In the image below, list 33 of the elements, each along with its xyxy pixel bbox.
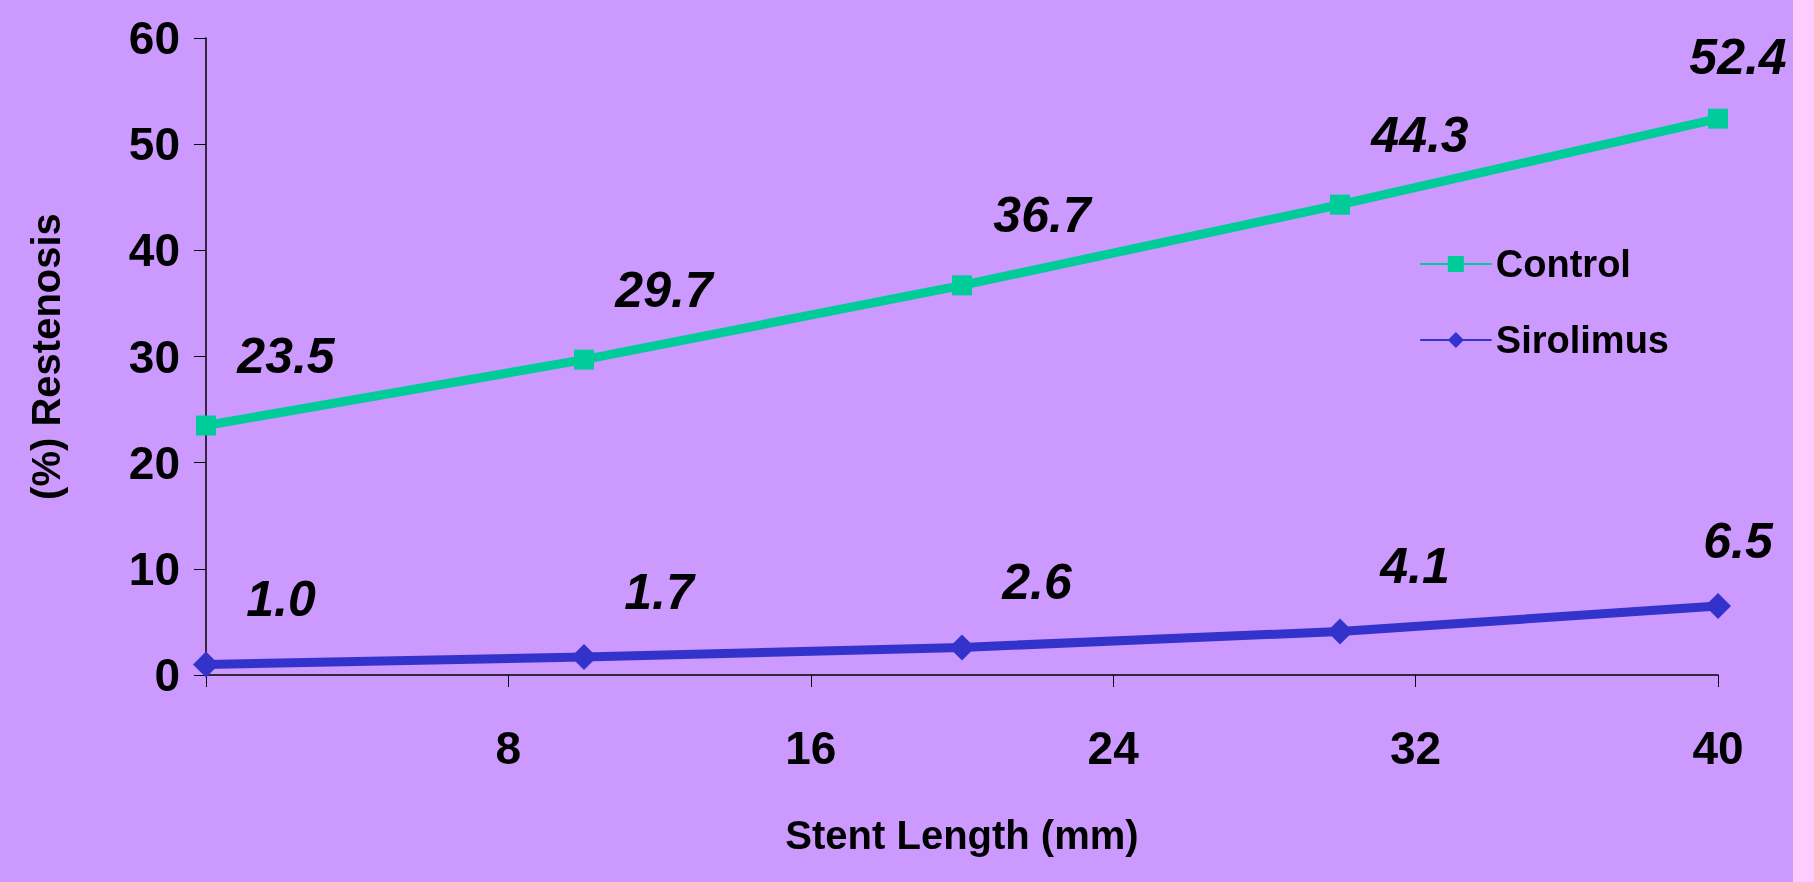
legend-label: Control xyxy=(1495,243,1631,285)
x-tick-label: 24 xyxy=(1087,722,1140,774)
point xyxy=(1327,618,1353,645)
y-tick-label: 30 xyxy=(128,330,180,383)
x-tick-label: 40 xyxy=(1692,722,1744,774)
point xyxy=(952,275,972,296)
y-axis-title: (%) Restenosis xyxy=(24,213,68,500)
data-label: 29.7 xyxy=(614,261,715,318)
point xyxy=(1705,592,1731,619)
point xyxy=(1330,194,1350,215)
x-tick-label: 32 xyxy=(1390,722,1442,774)
data-label: 52.4 xyxy=(1689,28,1787,85)
point xyxy=(196,415,216,436)
data-label: 4.1 xyxy=(1379,538,1450,595)
data-label: 23.5 xyxy=(236,327,336,384)
legend-label: Sirolimus xyxy=(1495,319,1669,361)
y-tick-label: 60 xyxy=(128,12,180,64)
x-tick-label: 16 xyxy=(785,722,837,774)
data-label: 2.6 xyxy=(1001,554,1073,611)
y-tick-label: 0 xyxy=(154,649,180,701)
x-tick-label: 8 xyxy=(495,722,522,774)
data-label: 1.7 xyxy=(624,563,696,620)
x-axis-title: Stent Length (mm) xyxy=(785,813,1139,857)
data-label: 44.3 xyxy=(1370,106,1469,163)
y-tick-label: 10 xyxy=(128,542,180,595)
y-tick-label: 40 xyxy=(128,224,180,277)
data-label: 6.5 xyxy=(1703,512,1774,569)
data-label: 36.7 xyxy=(993,187,1093,244)
data-label: 1.0 xyxy=(246,571,316,628)
y-tick-label: 50 xyxy=(128,118,180,171)
point xyxy=(1708,108,1728,129)
point xyxy=(574,349,594,370)
y-tick-label: 20 xyxy=(128,436,180,489)
